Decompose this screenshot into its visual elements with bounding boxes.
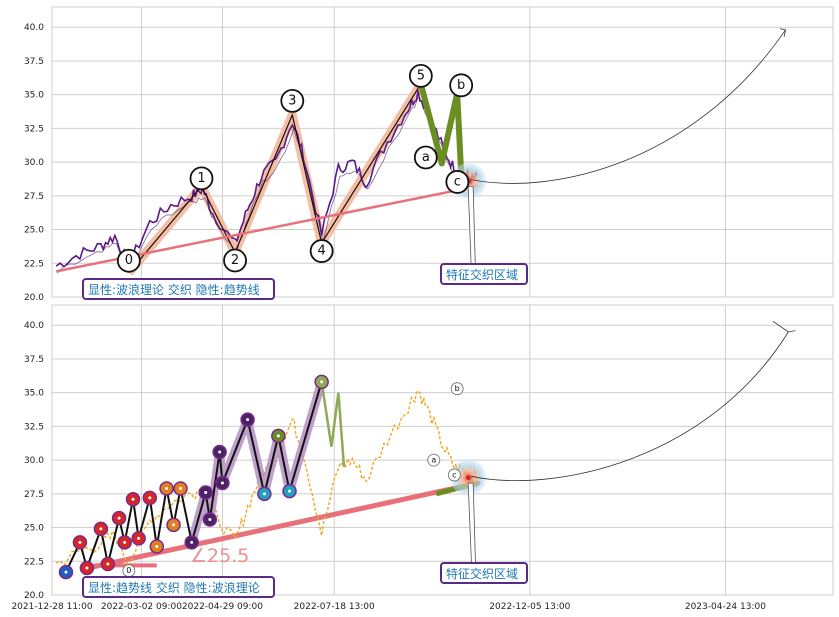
wave-point-marker	[408, 63, 433, 88]
y-tick-label: 35.0	[24, 389, 44, 399]
wave-point-marker	[223, 248, 247, 273]
wave-point-label: b	[455, 384, 460, 393]
wave-point-marker	[116, 248, 141, 273]
y-tick-label: 30.0	[24, 158, 44, 168]
wave-node-dot	[131, 497, 135, 501]
y-tick-label: 20.0	[24, 591, 44, 601]
top-zone-box: 特征交织区域	[440, 263, 528, 285]
wave-node-dot	[64, 570, 68, 574]
wave-point-label: 0	[126, 566, 131, 575]
top-panel-grid	[51, 6, 834, 298]
impulse-wave-line	[128, 83, 422, 274]
bottom-bottom-box-text: 显性:趋势线 交织 隐性:波浪理论	[88, 580, 260, 595]
wave-node-dot	[262, 492, 266, 496]
wave-node-dot	[148, 496, 152, 500]
corrective-wave-line	[417, 83, 465, 178]
wave-point-marker	[413, 145, 438, 170]
wave-point-label: a	[422, 150, 430, 165]
bottom-bottom-box: 显性:趋势线 交织 隐性:波浪理论	[82, 576, 275, 598]
wave-point-label: 1	[197, 171, 205, 186]
y-tick-label: 37.5	[24, 57, 44, 67]
wave-point-marker	[450, 382, 464, 396]
projection-arrowhead	[772, 320, 796, 333]
y-tick-label: 37.5	[24, 355, 44, 365]
x-tick-label: 2021-12-28 11:00	[11, 602, 92, 612]
projection-arrowhead	[779, 28, 786, 37]
top-panel-marks: 0 1 2 3 4 5 a b c	[55, 28, 786, 276]
top-zone-box-text: 特征交织区域	[446, 267, 518, 282]
projection-curve	[471, 331, 789, 481]
bottom-zone-box-text: 特征交织区域	[446, 566, 518, 581]
wave-node-dot	[78, 540, 82, 544]
y-tick-label: 30.0	[24, 456, 44, 466]
wave-node-dot	[123, 540, 127, 544]
wave-node-dot	[137, 536, 141, 540]
x-tick-label: 2022-12-05 13:00	[489, 602, 570, 612]
y-tick-label: 27.5	[24, 192, 44, 202]
bottom-panel-marks: 0 a b c	[55, 320, 796, 580]
wave-node-dot	[320, 380, 324, 384]
top-bottom-box: 显性:波浪理论 交织 隐性:趋势线	[82, 278, 275, 300]
angle-label: ∠25.5	[190, 545, 249, 567]
y-tick-label: 35.0	[24, 91, 44, 101]
wave-point-marker	[427, 453, 441, 467]
x-tick-label: 2022-07-18 13:00	[294, 602, 375, 612]
y-tick-label: 27.5	[24, 490, 44, 500]
wave-point-label: 2	[231, 253, 239, 268]
wave-node-dot	[246, 418, 250, 422]
x-tick-label: 2022-03-02 09:00	[101, 602, 182, 612]
wave-point-marker	[445, 170, 470, 194]
wave-node-dot	[218, 450, 222, 454]
wave-node-dot	[288, 489, 292, 493]
corrective-wave-line	[320, 381, 346, 467]
wave-point-marker	[447, 468, 461, 482]
y-tick-label: 40.0	[24, 321, 44, 331]
wave-point-marker	[189, 166, 214, 191]
y-tick-label: 25.0	[24, 226, 44, 236]
y-tick-label: 20.0	[24, 293, 44, 303]
wave-point-label: 5	[417, 68, 425, 83]
wave-node-dot	[117, 516, 121, 520]
wave-node-dot	[155, 544, 159, 548]
price-line	[55, 389, 478, 572]
wave-point-marker	[449, 73, 474, 98]
x-tick-label: 2023-04-24 13:00	[685, 602, 766, 612]
wave-point-marker	[309, 239, 334, 263]
wave-point-label: c	[452, 470, 456, 479]
x-tick-label: 2022-04-29 09:00	[182, 602, 263, 612]
wave-node-dot	[276, 434, 280, 438]
wave-point-label: 4	[318, 244, 326, 259]
wave-point-label: b	[457, 78, 465, 93]
wave-point-marker	[280, 89, 305, 113]
wave-node-dot	[165, 486, 169, 490]
wave-node-dot	[220, 481, 224, 485]
top-bottom-box-text: 显性:波浪理论 交织 隐性:趋势线	[88, 282, 260, 297]
wave-node-dot	[172, 523, 176, 527]
wave-point-label: 0	[125, 253, 133, 268]
wave-point-label: a	[431, 456, 436, 465]
wave-node-dot	[190, 540, 194, 544]
y-tick-label: 32.5	[24, 422, 44, 432]
wave-node-dot	[179, 486, 183, 490]
interweave-zone-center	[465, 475, 471, 481]
y-tick-label: 22.5	[24, 557, 44, 567]
y-tick-labels: 20.0 22.5 25.0 27.5 30.0 32.5 35.0 37.5 40.0 20.0…	[24, 23, 44, 601]
wave-node-dot	[99, 527, 103, 531]
wave-point-label: 3	[288, 93, 296, 108]
projection-curve	[471, 29, 786, 184]
y-tick-label: 25.0	[24, 524, 44, 534]
y-tick-label: 22.5	[24, 259, 44, 269]
y-tick-label: 40.0	[24, 23, 44, 33]
wave-point-label: c	[454, 174, 461, 189]
wave-node-dot	[204, 490, 208, 494]
wave-node-dot	[85, 566, 89, 570]
y-tick-label: 32.5	[24, 124, 44, 134]
wave-node-dot	[208, 517, 212, 521]
bottom-zone-box: 特征交织区域	[440, 562, 528, 584]
x-tick-labels: 2021-12-28 11:00 2022-03-02 09:00 2022-04-…	[11, 602, 766, 612]
wave-node-dot	[106, 562, 110, 566]
